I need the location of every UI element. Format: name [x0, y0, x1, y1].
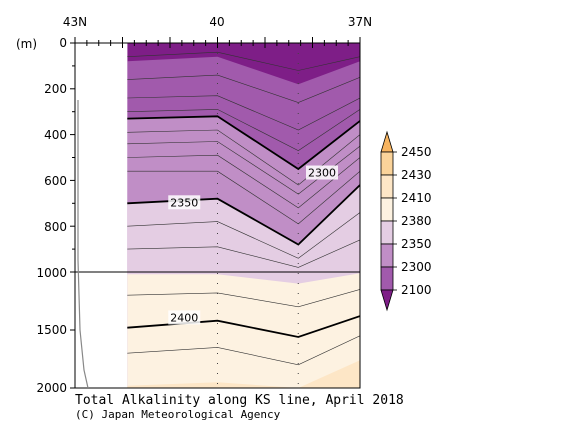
colorbar-segment-5 [380, 243, 394, 268]
y-tick-label-1000: 1000 [36, 266, 67, 280]
contour-thin-11 [127, 335, 360, 366]
contour-label-2400: 2400 [170, 311, 198, 324]
contour-thin-4 [127, 129, 360, 186]
colorbar-label-2450: 2450 [401, 145, 432, 159]
contour-2300 [127, 115, 360, 171]
contour-thin-10 [127, 289, 360, 308]
contour-labels: 2300 2350 2400 [168, 165, 338, 325]
colorbar-segment-3 [380, 197, 394, 222]
colorbar-label-2300: 2300 [401, 260, 432, 274]
colorbar-segment-2 [380, 174, 394, 199]
contour-thin-8 [127, 212, 360, 259]
x-tick-label-43n: 43N [63, 15, 87, 29]
contour-thin-9 [127, 239, 360, 268]
bottom-topography-line [77, 100, 89, 389]
contour-thin-3 [127, 109, 360, 151]
colorbar-top-arrow [380, 130, 394, 153]
x-tick-label-40: 40 [209, 15, 224, 29]
contour-label-bg-2350 [168, 195, 201, 210]
colorbar-segment-6 [380, 266, 394, 291]
colorbar-label-2350: 2350 [401, 237, 432, 251]
colorbar-label-2410: 2410 [401, 191, 432, 205]
colorbar-label-2100: 2100 [401, 283, 432, 297]
no-data-area [75, 43, 128, 388]
chart-title: Total Alkalinity along KS line, April 20… [75, 393, 404, 408]
contour-label-bg-2300 [306, 165, 338, 180]
contour-thin-2 [127, 95, 360, 131]
contour-thin-1 [127, 74, 360, 103]
x-tick-label-37n: 37N [348, 15, 372, 29]
y-tick-label-800: 800 [44, 220, 67, 234]
x-axis-ticks [74, 37, 361, 48]
contour-label-2300: 2300 [308, 167, 336, 180]
contour-label-2350: 2350 [170, 196, 198, 209]
colorbar-segment-4 [380, 220, 394, 245]
colorbar-segment-1 [380, 151, 394, 176]
colorbar-bottom-arrow [380, 289, 394, 312]
fill-layer-5 [127, 360, 360, 388]
y-tick-label-400: 400 [44, 128, 67, 142]
y-axis-ticks [70, 42, 75, 389]
y-tick-label-1500: 1500 [36, 323, 67, 337]
y-unit-label: (m) [16, 37, 37, 51]
contour-thin-6 [127, 154, 360, 209]
y-tick-label-600: 600 [44, 174, 67, 188]
y-tick-label-200: 200 [44, 82, 67, 96]
colorbar: 2450 2430 2410 2380 2350 2300 2100 [380, 130, 432, 312]
fill-layer-4 [127, 273, 360, 388]
y-tick-label-2000: 2000 [36, 381, 67, 395]
y-tick-label-0: 0 [59, 36, 67, 50]
colorbar-label-2430: 2430 [401, 168, 432, 182]
contour-label-bg-2400 [168, 310, 201, 325]
colorbar-label-2380: 2380 [401, 214, 432, 228]
credit-text: (C) Japan Meteorological Agency [75, 408, 281, 421]
contour-thin-7 [127, 170, 360, 225]
contour-thin-0 [127, 51, 360, 71]
